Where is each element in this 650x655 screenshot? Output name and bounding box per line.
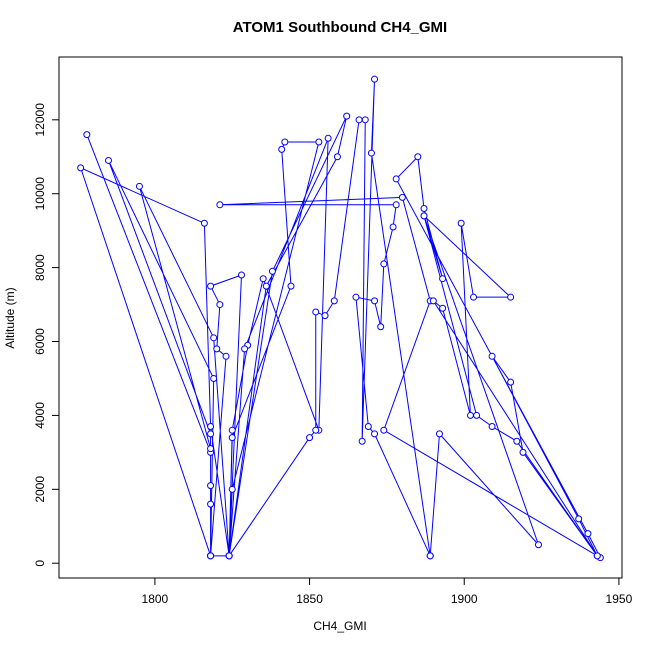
data-point bbox=[519, 448, 527, 456]
data-point bbox=[380, 426, 388, 434]
data-point bbox=[210, 374, 218, 382]
y-tick-label: 8000 bbox=[33, 254, 47, 281]
data-point bbox=[216, 201, 224, 209]
y-tick-label: 12000 bbox=[33, 103, 47, 137]
data-point bbox=[315, 138, 323, 146]
data-point bbox=[435, 430, 443, 438]
data-point bbox=[262, 282, 270, 290]
x-tick-label: 1800 bbox=[142, 592, 169, 606]
data-point bbox=[104, 156, 112, 164]
data-point bbox=[534, 541, 542, 549]
y-axis-label: Altitude (m) bbox=[3, 287, 17, 348]
data-point bbox=[398, 193, 406, 201]
data-point bbox=[361, 116, 369, 124]
data-point bbox=[420, 204, 428, 212]
data-point bbox=[225, 552, 233, 560]
data-point bbox=[513, 437, 521, 445]
data-point bbox=[259, 275, 267, 283]
data-point bbox=[324, 134, 332, 142]
data-point bbox=[228, 434, 236, 442]
data-point bbox=[241, 345, 249, 353]
plot-frame bbox=[58, 56, 623, 579]
data-point bbox=[371, 75, 379, 83]
y-tick-label: 2000 bbox=[33, 476, 47, 503]
x-tick-label: 1950 bbox=[606, 592, 633, 606]
y-tick-label: 4000 bbox=[33, 402, 47, 429]
data-point bbox=[355, 116, 363, 124]
data-point bbox=[377, 323, 385, 331]
data-point bbox=[392, 175, 400, 183]
data-point bbox=[268, 267, 276, 275]
data-point bbox=[83, 131, 91, 139]
data-line bbox=[79, 79, 602, 560]
data-point bbox=[207, 482, 215, 490]
data-point bbox=[371, 430, 379, 438]
data-point bbox=[207, 445, 215, 453]
data-point bbox=[333, 153, 341, 161]
data-point bbox=[281, 138, 289, 146]
data-point bbox=[389, 223, 397, 231]
data-point bbox=[343, 112, 351, 120]
data-point bbox=[207, 500, 215, 508]
data-point bbox=[77, 164, 85, 172]
data-point bbox=[470, 293, 478, 301]
data-point bbox=[414, 153, 422, 161]
data-point bbox=[507, 293, 515, 301]
data-point bbox=[457, 219, 465, 227]
data-point bbox=[364, 423, 372, 431]
data-point bbox=[439, 304, 447, 312]
data-point bbox=[200, 219, 208, 227]
data-point bbox=[420, 212, 428, 220]
data-point bbox=[488, 352, 496, 360]
y-tick-label: 6000 bbox=[33, 328, 47, 355]
data-point bbox=[210, 334, 218, 342]
data-point bbox=[222, 352, 230, 360]
data-point bbox=[439, 275, 447, 283]
x-tick-label: 1850 bbox=[296, 592, 323, 606]
data-point bbox=[213, 345, 221, 353]
data-point bbox=[371, 297, 379, 305]
data-point bbox=[473, 411, 481, 419]
data-point bbox=[466, 411, 474, 419]
data-point bbox=[426, 552, 434, 560]
data-point bbox=[507, 378, 515, 386]
data-point bbox=[238, 271, 246, 279]
data-point bbox=[207, 282, 215, 290]
data-point bbox=[330, 297, 338, 305]
data-point bbox=[584, 530, 592, 538]
data-point bbox=[207, 423, 215, 431]
data-point bbox=[207, 430, 215, 438]
data-point bbox=[135, 182, 143, 190]
data-point bbox=[352, 293, 360, 301]
data-point bbox=[488, 423, 496, 431]
x-axis-label: CH4_GMI bbox=[313, 619, 366, 633]
data-point bbox=[358, 437, 366, 445]
chart-title: ATOM1 Southbound CH4_GMI bbox=[233, 19, 447, 36]
data-point bbox=[593, 552, 601, 560]
y-tick-label: 0 bbox=[33, 560, 47, 567]
data-point bbox=[287, 282, 295, 290]
data-point bbox=[216, 301, 224, 309]
data-point bbox=[228, 485, 236, 493]
data-point bbox=[392, 201, 400, 209]
data-point bbox=[306, 434, 314, 442]
data-point bbox=[575, 515, 583, 523]
data-point bbox=[207, 552, 215, 560]
data-point bbox=[278, 145, 286, 153]
data-point bbox=[312, 308, 320, 316]
data-point bbox=[321, 312, 329, 320]
data-point bbox=[228, 426, 236, 434]
data-point bbox=[429, 297, 437, 305]
y-tick-label: 10000 bbox=[33, 177, 47, 211]
data-point bbox=[312, 426, 320, 434]
data-point bbox=[367, 149, 375, 157]
data-point bbox=[380, 260, 388, 268]
x-tick-label: 1900 bbox=[451, 592, 478, 606]
